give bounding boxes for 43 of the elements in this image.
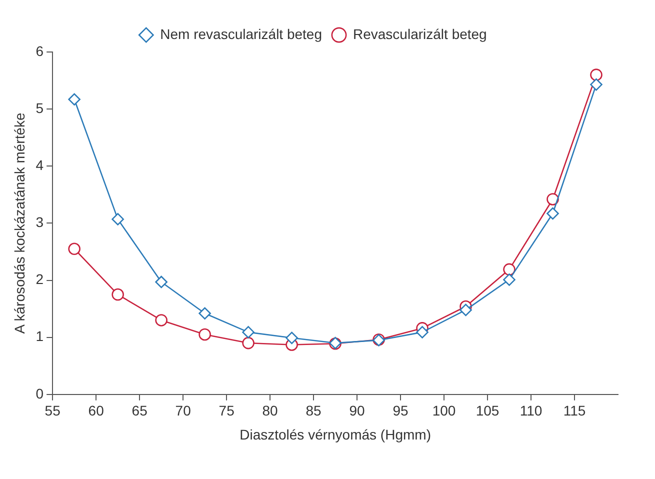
y-tick-label: 2 bbox=[36, 271, 44, 288]
y-tick-label: 6 bbox=[36, 42, 44, 59]
x-tick-label: 65 bbox=[132, 402, 148, 419]
x-tick-label: 95 bbox=[392, 402, 409, 419]
point bbox=[68, 93, 80, 106]
y-tick-label: 3 bbox=[36, 214, 44, 230]
y-tick-label: 4 bbox=[36, 156, 44, 173]
y-tick-label: 5 bbox=[36, 100, 44, 116]
point bbox=[503, 263, 516, 276]
legend-label: Revascularizált beteg bbox=[353, 26, 487, 42]
point bbox=[590, 78, 602, 91]
y-axis-title: A károsodás kockázatának mértéke bbox=[11, 112, 28, 334]
x-tick-label: 110 bbox=[520, 402, 542, 419]
point bbox=[198, 328, 211, 341]
x-tick-label: 70 bbox=[175, 402, 192, 419]
y-tick-label: 0 bbox=[36, 385, 44, 402]
point bbox=[503, 274, 516, 286]
x-tick-label: 60 bbox=[88, 402, 104, 419]
point bbox=[460, 304, 472, 316]
point bbox=[242, 326, 254, 338]
point bbox=[286, 332, 298, 344]
x-tick-label: 90 bbox=[349, 402, 366, 419]
x-tick-label: 80 bbox=[262, 402, 278, 419]
point bbox=[546, 207, 559, 220]
point bbox=[590, 68, 602, 81]
point bbox=[546, 193, 559, 206]
point bbox=[112, 213, 124, 226]
point bbox=[155, 276, 168, 288]
x-tick-label: 85 bbox=[306, 402, 322, 419]
point bbox=[112, 288, 124, 301]
x-axis-title: Diasztolés vérnyomás (Hgmm) bbox=[240, 426, 431, 442]
point bbox=[155, 314, 168, 326]
legend-label: Nem revascularizált beteg bbox=[160, 26, 322, 42]
x-tick-label: 105 bbox=[476, 402, 500, 419]
x-tick-label: 100 bbox=[432, 402, 456, 419]
point bbox=[416, 326, 428, 338]
point bbox=[198, 307, 211, 320]
x-tick-label: 55 bbox=[44, 402, 61, 419]
point bbox=[242, 336, 254, 350]
point bbox=[68, 242, 80, 256]
x-tick-label: 75 bbox=[218, 402, 235, 419]
y-tick-label: 1 bbox=[36, 328, 44, 344]
x-tick-label: 115 bbox=[563, 402, 586, 419]
